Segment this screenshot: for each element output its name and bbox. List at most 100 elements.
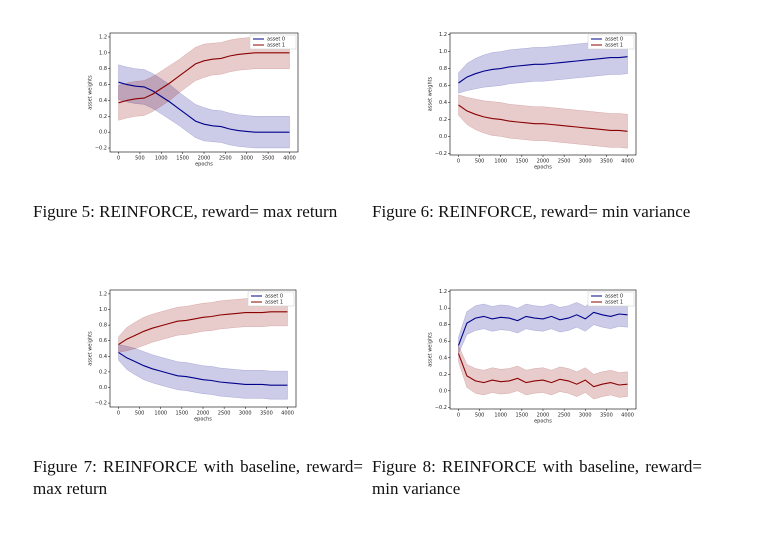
caption: Figure 8: REINFORCE with baseline, rewar… [372,457,702,498]
y-tick-label: 1.0 [99,50,107,56]
x-tick-label: 1000 [494,159,507,165]
band [118,36,290,121]
y-tick-label: 0.4 [99,98,107,104]
x-tick-label: 500 [135,411,145,417]
y-tick-label: 0.8 [439,66,447,72]
legend-label: asset 0 [605,294,623,300]
legend-label: asset 1 [267,43,285,49]
y-tick-label: 1.0 [439,49,447,55]
y-tick-label: 1.2 [99,34,107,40]
y-tick-label: 1.0 [439,306,447,312]
legend-label: asset 0 [265,294,283,300]
legend-label: asset 1 [265,300,283,306]
legend-label: asset 0 [605,37,623,43]
y-tick-label: 0.6 [99,82,107,88]
y-tick-label: 0.0 [99,130,107,136]
x-tick-label: 1500 [515,413,528,419]
x-tick-label: 500 [135,156,145,162]
series-line [457,311,628,346]
y-tick-label: 0.2 [439,117,447,123]
y-tick-label: −0.2 [435,151,447,157]
x-tick-label: 0 [117,156,120,162]
series-line [458,56,628,84]
band [458,299,628,354]
x-tick-label: 1500 [515,159,528,165]
x-tick-label: 3500 [600,413,613,419]
band [458,345,628,400]
y-tick-label: 0.4 [99,354,107,360]
series-line [118,351,288,386]
x-tick-label: 0 [117,411,120,417]
caption: Figure 5: REINFORCE, reward= max return [33,202,338,221]
x-tick-label: 3500 [600,159,613,165]
x-tick-label: 2000 [197,411,210,417]
x-tick-label: 2500 [219,156,232,162]
y-tick-label: 1.2 [439,32,447,38]
x-tick-label: 3000 [239,411,252,417]
band [118,344,288,400]
y-axis-label: asset weights [88,331,94,366]
x-tick-label: 3500 [262,156,275,162]
x-tick-label: 3500 [260,411,273,417]
x-tick-label: 4000 [621,413,634,419]
x-tick-label: 4000 [621,159,634,165]
y-tick-label: 0.0 [439,388,447,394]
y-tick-label: 1.0 [99,307,107,313]
y-tick-label: −0.2 [95,401,107,407]
x-axis-label: epochs [534,165,552,171]
x-axis-label: epochs [195,162,213,168]
x-tick-label: 500 [475,159,485,165]
x-tick-label: 500 [475,413,485,419]
y-tick-label: 0.8 [99,66,107,72]
y-tick-label: 0.2 [99,369,107,375]
series-line [118,81,290,133]
x-axis-label: epochs [534,419,552,425]
series-line [118,52,290,104]
x-tick-label: 3000 [579,413,592,419]
y-tick-label: 0.4 [439,355,447,361]
x-tick-label: 2500 [558,159,571,165]
x-tick-label: 4000 [283,156,296,162]
legend-label: asset 1 [605,43,623,49]
x-tick-label: 2000 [198,156,211,162]
y-tick-label: 0.6 [439,83,447,89]
x-tick-label: 3000 [579,159,592,165]
caption: Figure 6: REINFORCE, reward= min varianc… [372,202,691,221]
x-tick-label: 0 [457,413,460,419]
y-tick-label: 0.8 [99,323,107,329]
y-tick-label: 0.2 [439,372,447,378]
x-tick-label: 1500 [176,156,189,162]
y-tick-label: 0.0 [99,385,107,391]
x-tick-label: 1000 [154,411,167,417]
series-line [457,353,628,388]
x-tick-label: 2500 [218,411,231,417]
band [118,64,290,149]
y-tick-label: 0.8 [439,322,447,328]
series-line [118,311,288,346]
y-tick-label: 1.2 [99,291,107,297]
legend-label: asset 1 [605,300,623,306]
x-tick-label: 3000 [240,156,253,162]
x-tick-label: 1000 [494,413,507,419]
x-axis-label: epochs [194,417,212,423]
y-tick-label: 1.2 [439,289,447,295]
x-tick-label: 0 [457,159,460,165]
x-tick-label: 2500 [558,413,571,419]
x-tick-label: 1000 [155,156,168,162]
y-tick-label: 0.6 [99,338,107,344]
band [118,297,288,353]
y-tick-label: −0.2 [435,405,447,411]
x-tick-label: 2000 [537,413,550,419]
x-tick-label: 2000 [537,159,550,165]
caption: Figure 7: REINFORCE with baseline, rewar… [33,457,363,498]
band [458,94,628,149]
y-tick-label: 0.0 [439,134,447,140]
x-tick-label: 4000 [281,411,294,417]
band [458,39,628,94]
y-axis-label: asset weights [88,75,94,110]
legend-label: asset 0 [267,37,285,43]
y-tick-label: 0.4 [439,100,447,106]
series-line [458,104,628,132]
y-tick-label: 0.6 [439,339,447,345]
